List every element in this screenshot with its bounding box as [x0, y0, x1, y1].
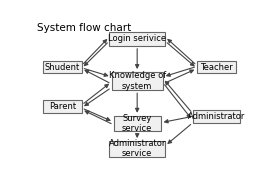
- FancyBboxPatch shape: [109, 141, 165, 156]
- Text: Shudent: Shudent: [45, 63, 80, 72]
- Text: Survey
service: Survey service: [122, 114, 152, 133]
- FancyBboxPatch shape: [109, 32, 165, 46]
- Text: Knowledge of
system: Knowledge of system: [108, 71, 166, 91]
- Text: Teacher: Teacher: [200, 63, 233, 72]
- Text: Login serivice: Login serivice: [108, 34, 166, 43]
- Text: Administrator
service: Administrator service: [108, 139, 166, 158]
- FancyBboxPatch shape: [193, 110, 240, 123]
- FancyBboxPatch shape: [112, 72, 163, 90]
- Text: Parent: Parent: [49, 102, 76, 111]
- FancyBboxPatch shape: [197, 61, 236, 73]
- Text: Administrator: Administrator: [188, 112, 245, 121]
- FancyBboxPatch shape: [114, 116, 161, 131]
- Text: System flow chart: System flow chart: [37, 23, 131, 33]
- FancyBboxPatch shape: [43, 61, 82, 73]
- FancyBboxPatch shape: [43, 100, 82, 113]
